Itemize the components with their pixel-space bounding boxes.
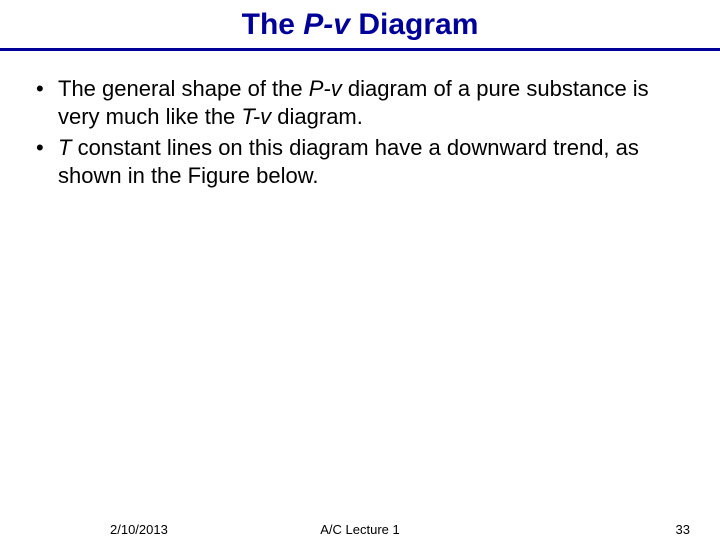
bullet-text-part: T xyxy=(58,135,78,160)
bullet-item: The general shape of the P-v diagram of … xyxy=(30,75,690,130)
bullet-text-part: T-v xyxy=(241,104,271,129)
bullet-text-part: The general shape of the xyxy=(58,76,309,101)
bullet-text-part: P-v xyxy=(309,76,342,101)
bullet-text-part: diagram. xyxy=(271,104,363,129)
footer-center: A/C Lecture 1 xyxy=(0,522,720,537)
bullet-item: T constant lines on this diagram have a … xyxy=(30,134,690,189)
content-area: The general shape of the P-v diagram of … xyxy=(0,51,720,189)
title-area: The P-v Diagram xyxy=(0,0,720,51)
title-prefix: The xyxy=(242,8,304,41)
bullet-list: The general shape of the P-v diagram of … xyxy=(30,75,690,189)
footer-page: 33 xyxy=(676,522,690,537)
bullet-text-part: constant lines on this diagram have a do… xyxy=(58,135,639,188)
slide-title: The P-v Diagram xyxy=(0,8,720,42)
title-suffix: Diagram xyxy=(350,8,478,41)
title-italic: P-v xyxy=(303,8,350,41)
